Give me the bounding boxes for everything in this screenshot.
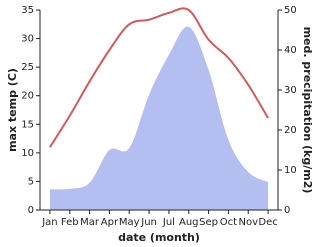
- y2-tick-label: 10: [284, 165, 297, 176]
- y2-tick-label: 20: [284, 125, 297, 136]
- x-tick-label: Oct: [220, 217, 237, 228]
- x-tick-label: Mar: [80, 217, 100, 228]
- y2-tick-label: 0: [284, 205, 290, 216]
- y-axis-label: max temp (C): [6, 68, 19, 152]
- precipitation-area: [49, 26, 269, 211]
- y-tick-label: 15: [21, 119, 34, 130]
- y-tick-label: 35: [21, 5, 34, 16]
- x-tick-label: Feb: [61, 217, 79, 228]
- y-tick-label: 5: [28, 176, 34, 187]
- x-axis-label: date (month): [118, 231, 200, 244]
- x-tick-label: Jan: [41, 217, 57, 228]
- y-tick-label: 20: [21, 91, 34, 102]
- y2-axis-label: med. precipitation (kg/m2): [301, 27, 314, 194]
- x-tick-label: Apr: [101, 217, 119, 228]
- y2-tick-label: 30: [284, 85, 297, 96]
- x-tick-label: May: [119, 217, 140, 228]
- x-tick-label: Sep: [199, 217, 218, 228]
- y2-tick-label: 50: [284, 5, 297, 16]
- y-tick-label: 10: [21, 148, 34, 159]
- x-tick-label: Jun: [140, 217, 157, 228]
- x-tick-label: Jul: [162, 217, 175, 228]
- y2-tick-label: 40: [284, 45, 297, 56]
- y-tick-label: 30: [21, 34, 34, 45]
- y-tick-label: 25: [21, 62, 34, 73]
- y-tick-label: 0: [28, 205, 34, 216]
- temp-line: [49, 7, 269, 148]
- x-tick-label: Dec: [258, 217, 277, 228]
- x-tick-label: Aug: [179, 217, 199, 228]
- x-tick-label: Nov: [238, 217, 258, 228]
